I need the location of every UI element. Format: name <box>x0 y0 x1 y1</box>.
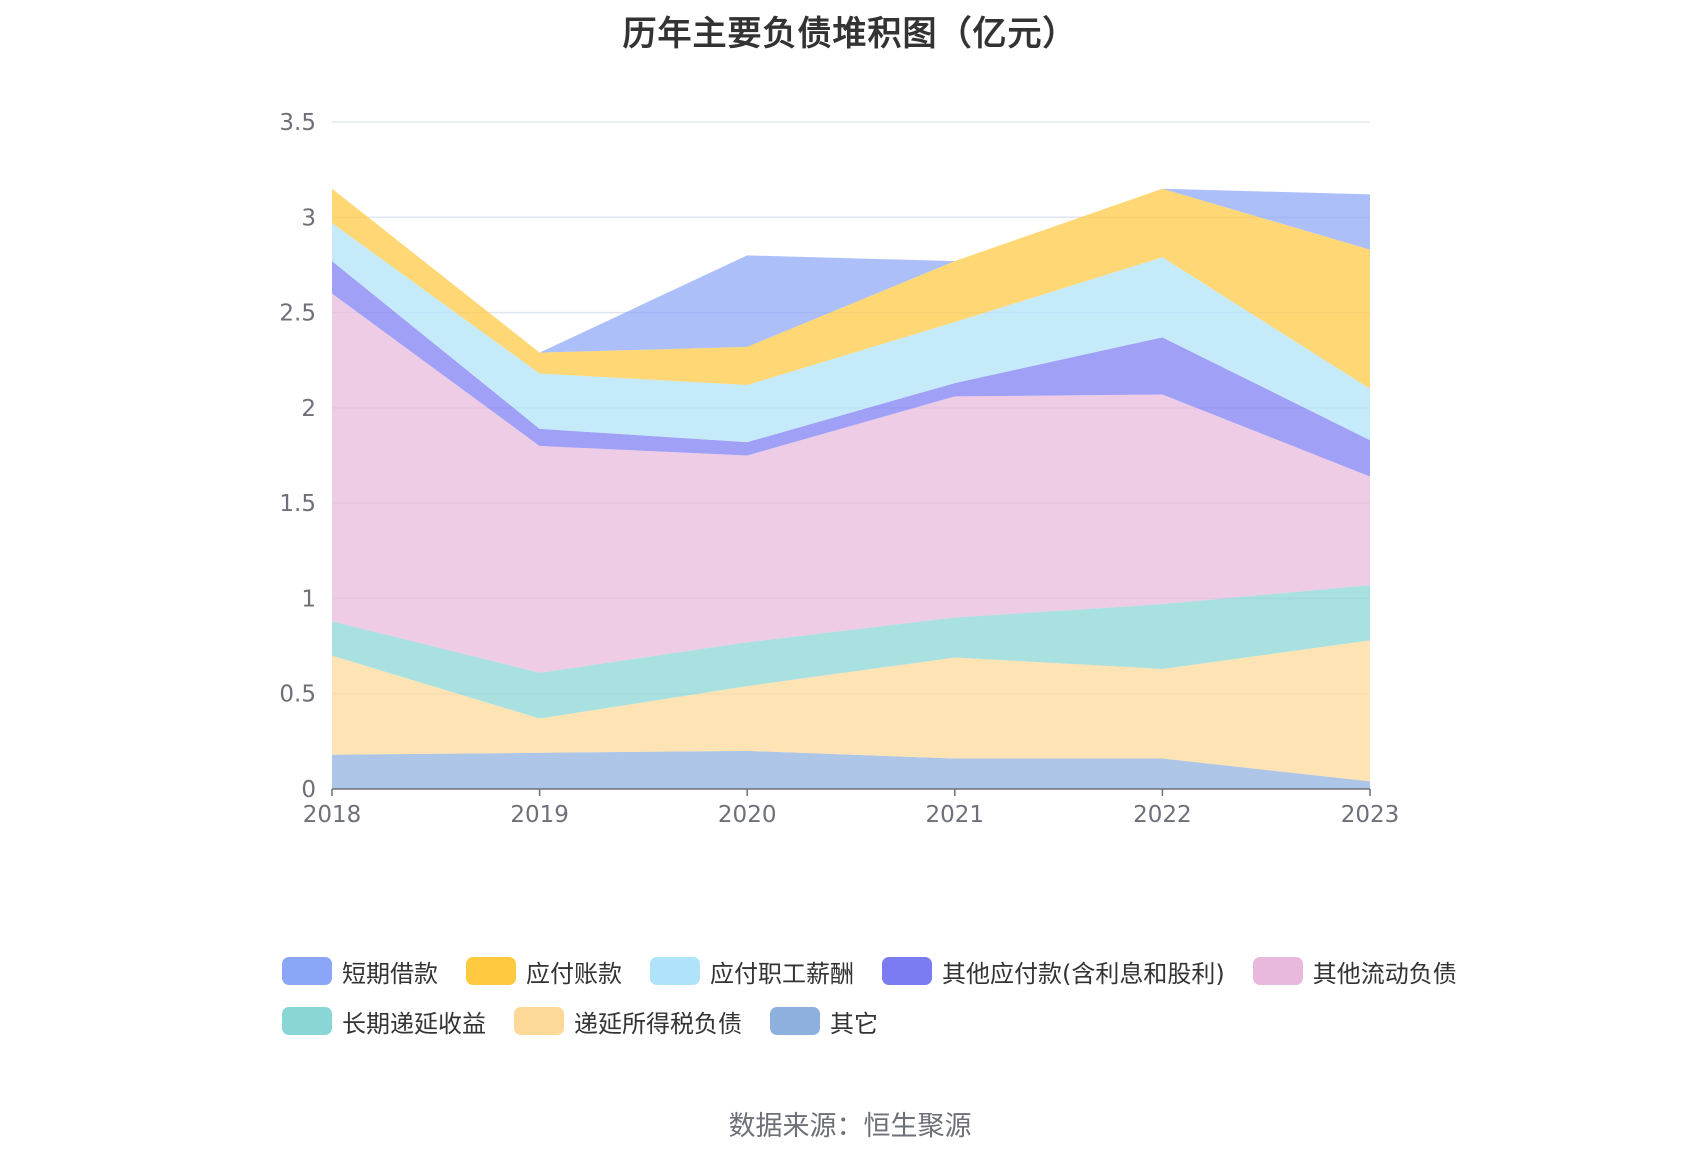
legend-label: 递延所得税负债 <box>574 1009 742 1038</box>
legend-label: 应付账款 <box>526 959 622 988</box>
legend-label: 短期借款 <box>342 959 438 988</box>
legend-item[interactable]: 应付账款 <box>466 956 622 988</box>
area-series-7[interactable] <box>332 188 1370 353</box>
area-series-5[interactable] <box>332 223 1370 443</box>
legend-item[interactable]: 其他流动负债 <box>1252 956 1457 988</box>
legend-swatch <box>650 957 700 985</box>
area-series-4[interactable] <box>332 261 1370 477</box>
legend-swatch <box>1252 957 1303 985</box>
legend-swatch <box>882 957 932 985</box>
legend-swatch <box>466 957 516 985</box>
area-series-2[interactable] <box>332 585 1370 719</box>
axes: 0 0.5 1 1.5 2 2.5 3 3.5 2018 2019 2020 2021 2022 2023 <box>279 110 1399 828</box>
legend-label: 其他流动负债 <box>1312 959 1457 988</box>
area-series-1[interactable] <box>332 640 1370 782</box>
x-tick-label: 2023 <box>1341 802 1400 828</box>
x-tick-label: 2020 <box>718 802 777 828</box>
legend-item[interactable]: 长期递延收益 <box>282 1006 486 1038</box>
area-series-6[interactable] <box>332 188 1370 389</box>
legend-item[interactable]: 其它 <box>770 1006 878 1038</box>
legend-item[interactable]: 短期借款 <box>282 956 438 988</box>
x-tick-label: 2019 <box>510 802 569 828</box>
area-series-0[interactable] <box>332 750 1370 789</box>
chart-title: 历年主要负债堆积图（亿元） <box>622 14 1078 54</box>
legend-label: 其它 <box>830 1009 878 1038</box>
area-series <box>332 188 1370 789</box>
y-tick-label: 3.5 <box>279 110 316 136</box>
legend-swatch <box>282 1007 332 1035</box>
x-tick-label: 2022 <box>1133 802 1192 828</box>
data-source: 数据来源：恒生聚源 <box>728 1111 972 1142</box>
legend-label: 其他应付款(含利息和股利) <box>942 959 1225 988</box>
legend: 短期借款 应付账款 应付职工薪酬 其他应付款(含利息和股利) 其他流动负债长期递延收益 递… <box>282 956 1482 1038</box>
y-tick-label: 0.5 <box>279 682 316 708</box>
legend-label: 应付职工薪酬 <box>710 959 854 988</box>
y-tick-label: 1 <box>301 586 316 612</box>
y-tick-label: 1.5 <box>279 491 316 517</box>
legend-item[interactable]: 递延所得税负债 <box>514 1006 742 1038</box>
legend-item[interactable]: 其他应付款(含利息和股利) <box>882 956 1225 988</box>
x-tick-label: 2021 <box>926 802 985 828</box>
legend-swatch <box>282 957 332 985</box>
stacked-area-chart: 0 0.5 1 1.5 2 2.5 3 3.5 2018 2019 2020 2021 2022 2023 <box>279 110 1399 828</box>
legend-label: 长期递延收益 <box>342 1009 486 1038</box>
legend-swatch <box>770 1007 820 1035</box>
y-tick-label: 3 <box>301 205 316 231</box>
y-tick-label: 2 <box>301 396 316 422</box>
area-series-3[interactable] <box>332 293 1370 673</box>
legend-item[interactable]: 应付职工薪酬 <box>650 956 854 988</box>
y-tick-label: 2.5 <box>279 301 316 327</box>
legend-swatch <box>514 1007 564 1035</box>
x-tick-label: 2018 <box>303 802 362 828</box>
y-tick-label: 0 <box>301 777 316 803</box>
